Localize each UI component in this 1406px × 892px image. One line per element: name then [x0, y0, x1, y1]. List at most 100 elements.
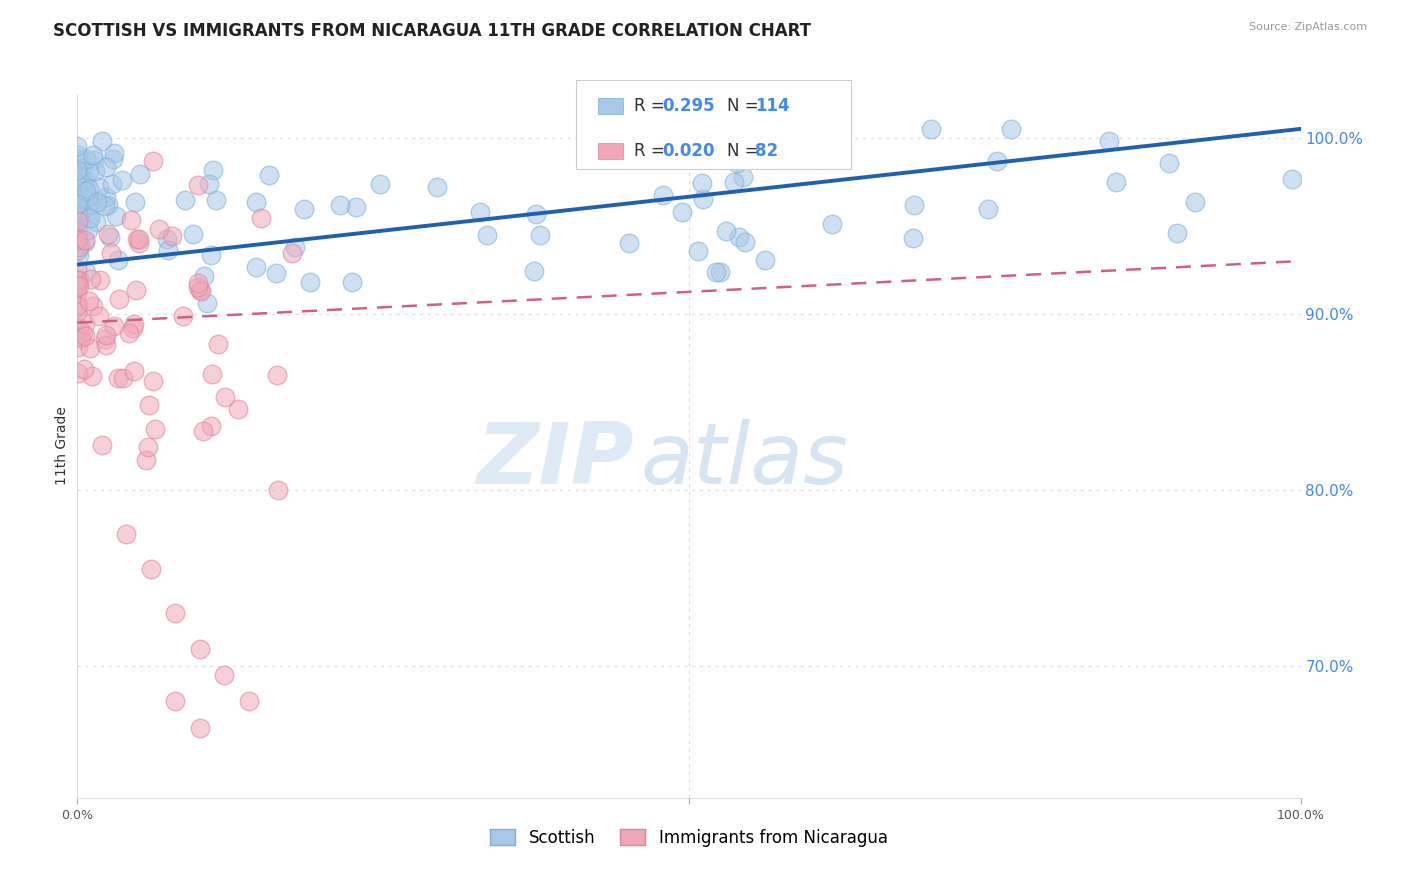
Point	[67, 278, 90, 293]
Text: SCOTTISH VS IMMIGRANTS FROM NICARAGUA 11TH GRADE CORRELATION CHART: SCOTTISH VS IMMIGRANTS FROM NICARAGUA 11…	[53, 22, 811, 40]
Point	[79, 342, 101, 356]
Point	[1157, 156, 1180, 170]
Point	[200, 418, 222, 433]
Point	[122, 317, 145, 331]
Point	[135, 453, 157, 467]
Point	[193, 424, 215, 438]
Point	[284, 240, 307, 254]
Point	[727, 155, 749, 169]
Point	[66, 211, 89, 225]
Point	[66, 162, 89, 177]
Point	[67, 148, 90, 162]
Text: N =: N =	[727, 142, 763, 160]
Point	[139, 562, 162, 576]
Point	[523, 264, 546, 278]
Point	[79, 198, 101, 212]
Point	[77, 182, 100, 196]
Point	[72, 326, 94, 341]
Point	[214, 390, 236, 404]
Point	[77, 293, 100, 308]
Point	[299, 275, 322, 289]
Text: 82: 82	[755, 142, 778, 160]
Point	[754, 252, 776, 267]
Point	[188, 641, 211, 656]
Point	[704, 264, 727, 278]
Point	[67, 239, 90, 253]
Point	[86, 194, 108, 209]
Point	[986, 154, 1008, 169]
Point	[103, 318, 125, 333]
Point	[821, 217, 844, 231]
Legend: Scottish, Immigrants from Nicaragua: Scottish, Immigrants from Nicaragua	[484, 822, 894, 854]
Point	[128, 167, 150, 181]
Point	[266, 483, 288, 497]
Text: 0.020: 0.020	[662, 142, 714, 160]
Point	[619, 235, 641, 250]
Point	[245, 195, 267, 210]
Point	[120, 213, 142, 227]
Point	[66, 196, 89, 211]
Point	[172, 310, 194, 324]
Point	[82, 299, 104, 313]
Point	[66, 206, 89, 220]
Point	[142, 374, 165, 388]
Point	[103, 146, 125, 161]
Point	[201, 367, 224, 381]
Point	[87, 309, 110, 323]
Point	[671, 204, 693, 219]
Point	[727, 229, 749, 244]
Point	[66, 192, 89, 206]
Point	[66, 205, 89, 219]
Point	[75, 329, 97, 343]
Point	[66, 194, 89, 208]
Point	[77, 222, 100, 236]
Point	[83, 153, 105, 167]
Point	[100, 245, 122, 260]
Point	[202, 162, 225, 177]
Point	[127, 231, 149, 245]
Text: ZIP: ZIP	[477, 418, 634, 501]
Point	[426, 179, 449, 194]
Point	[188, 721, 211, 735]
Text: 114: 114	[755, 97, 790, 115]
Point	[94, 190, 117, 204]
Point	[75, 317, 97, 331]
Point	[475, 227, 498, 242]
Point	[73, 362, 96, 376]
Point	[468, 204, 491, 219]
Point	[66, 299, 89, 313]
Point	[249, 211, 271, 225]
Point	[193, 269, 215, 284]
Point	[73, 192, 96, 206]
Point	[67, 298, 90, 312]
Point	[66, 279, 89, 293]
Point	[734, 235, 756, 249]
Point	[692, 192, 714, 206]
Point	[245, 260, 267, 274]
Point	[688, 136, 710, 151]
Point	[73, 172, 96, 186]
Point	[66, 243, 89, 257]
Point	[107, 252, 129, 267]
Point	[70, 331, 93, 345]
Point	[266, 368, 288, 382]
Point	[174, 193, 197, 207]
Point	[91, 437, 114, 451]
Point	[67, 272, 90, 286]
Point	[67, 214, 90, 228]
Point	[142, 154, 165, 169]
Point	[94, 338, 117, 352]
Point	[75, 265, 97, 279]
Point	[124, 195, 146, 210]
Point	[165, 607, 187, 621]
Point	[67, 152, 90, 166]
Point	[1105, 175, 1128, 189]
Point	[66, 262, 89, 277]
Point	[187, 279, 209, 293]
Point	[128, 235, 150, 250]
Point	[107, 371, 129, 385]
Point	[181, 227, 204, 242]
Point	[136, 440, 159, 454]
Point	[207, 337, 229, 351]
Point	[98, 229, 121, 244]
